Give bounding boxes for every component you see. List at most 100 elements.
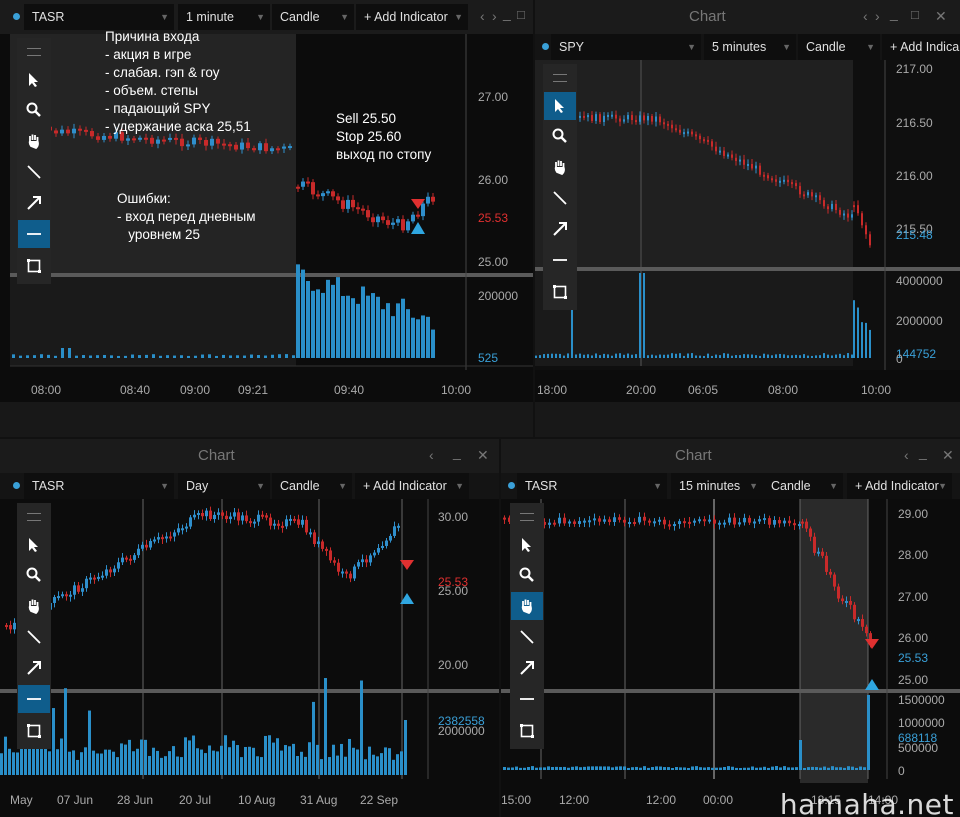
price-chart-canvas[interactable] <box>0 439 499 817</box>
volume-bar <box>336 755 339 775</box>
volume-bar <box>771 355 773 358</box>
candle <box>366 210 370 218</box>
next-icon[interactable]: › <box>875 8 880 24</box>
candle <box>90 131 94 137</box>
link-indicator-icon[interactable] <box>13 482 20 489</box>
zoom-tool[interactable] <box>511 561 543 589</box>
hand-tool[interactable] <box>18 592 50 620</box>
candle <box>246 142 250 149</box>
candle <box>733 517 736 525</box>
candle <box>361 559 364 563</box>
close-icon[interactable]: ✕ <box>942 447 954 463</box>
horizontal-line-tool[interactable] <box>18 220 50 248</box>
zoom-tool[interactable] <box>18 96 50 124</box>
volume-bar <box>811 766 814 770</box>
volume-bar <box>204 753 207 775</box>
add-indicator-button[interactable]: + Add Indicator ▼ <box>847 473 952 499</box>
close-icon[interactable]: ✕ <box>935 8 947 24</box>
chart-type-selector[interactable]: Candle ▼ <box>272 473 352 499</box>
candle <box>53 597 56 603</box>
hand-tool[interactable] <box>18 127 50 155</box>
minimize-icon[interactable]: _ <box>919 444 927 460</box>
rectangle-tool[interactable] <box>511 717 543 745</box>
add-indicator-button[interactable]: + Add Indicator ▼ <box>355 473 469 499</box>
candle <box>853 604 856 620</box>
pointer-tool[interactable] <box>511 531 543 559</box>
interval-selector[interactable]: 1 minute ▼ <box>178 4 270 30</box>
add-indicator-button[interactable]: + Add Indica <box>882 34 960 60</box>
interval-selector[interactable]: Day ▼ <box>178 473 270 499</box>
prev-icon[interactable]: ‹ <box>429 447 434 463</box>
interval-selector[interactable]: 5 minutes ▼ <box>704 34 796 60</box>
close-icon[interactable]: ✕ <box>477 447 489 463</box>
horizontal-line-tool[interactable] <box>511 685 543 713</box>
toolbar-grip[interactable] <box>544 64 576 92</box>
volume-bar <box>326 279 330 358</box>
candle <box>377 548 380 553</box>
volume-bar <box>591 355 593 358</box>
horizontal-line-tool[interactable] <box>18 685 50 713</box>
volume-bar <box>691 353 693 358</box>
candle <box>157 537 160 540</box>
link-indicator-icon[interactable] <box>13 13 20 20</box>
chart-type-selector[interactable]: Candle ▼ <box>272 4 354 30</box>
volume-bar <box>0 753 3 775</box>
horizontal-line-tool[interactable] <box>544 246 576 274</box>
pointer-tool[interactable] <box>18 531 50 559</box>
candle <box>578 521 581 524</box>
volume-bar <box>675 766 678 770</box>
toolbar-grip[interactable] <box>18 503 50 531</box>
price-chart-canvas[interactable] <box>0 0 533 437</box>
candle <box>225 515 228 520</box>
volume-bar <box>857 307 859 358</box>
rectangle-tool[interactable] <box>18 252 50 280</box>
candle <box>845 600 848 603</box>
maximize-icon[interactable]: □ <box>911 7 919 22</box>
chart-type-selector[interactable]: Candle ▼ <box>798 34 880 60</box>
maximize-icon[interactable]: □ <box>517 7 525 22</box>
volume-bar <box>739 767 742 770</box>
zoom-tool[interactable] <box>18 561 50 589</box>
minimize-icon[interactable]: _ <box>503 5 511 21</box>
interval-selector[interactable]: 15 minutes ▼ <box>671 473 763 499</box>
symbol-selector[interactable]: TASR ▼ <box>24 473 174 499</box>
link-indicator-icon[interactable] <box>508 482 515 489</box>
minimize-icon[interactable]: _ <box>453 444 461 460</box>
trend-line-tool[interactable] <box>511 623 543 651</box>
pointer-tool[interactable] <box>544 92 576 120</box>
chart-type-selector[interactable]: Candle ▼ <box>763 473 843 499</box>
symbol-selector[interactable]: TASR ▼ <box>517 473 667 499</box>
zoom-tool[interactable] <box>544 122 576 150</box>
symbol-selector[interactable]: SPY ▼ <box>551 34 701 60</box>
symbol-selector[interactable]: TASR ▼ <box>24 4 174 30</box>
rectangle-tool[interactable] <box>18 717 50 745</box>
link-indicator-icon[interactable] <box>542 43 549 50</box>
arrow-tool[interactable] <box>18 189 50 217</box>
rectangle-tool[interactable] <box>544 278 576 306</box>
volume-bar <box>763 766 766 770</box>
prev-icon[interactable]: ‹ <box>863 8 868 24</box>
volume-bar <box>679 767 682 770</box>
prev-icon[interactable]: ‹ <box>480 8 485 24</box>
trend-line-tool[interactable] <box>18 623 50 651</box>
prev-icon[interactable]: ‹ <box>904 447 909 463</box>
price-chart-canvas[interactable] <box>501 439 960 817</box>
minimize-icon[interactable]: _ <box>890 5 898 21</box>
trend-line-tool[interactable] <box>18 158 50 186</box>
next-icon[interactable]: › <box>492 8 497 24</box>
arrow-tool[interactable] <box>18 654 50 682</box>
toolbar-grip[interactable] <box>511 503 543 531</box>
pointer-tool[interactable] <box>18 66 50 94</box>
arrow-tool[interactable] <box>511 654 543 682</box>
candle <box>798 524 801 527</box>
toolbar-grip[interactable] <box>18 38 50 66</box>
arrow-tool[interactable] <box>544 215 576 243</box>
candle <box>84 129 88 132</box>
price-chart-canvas[interactable] <box>535 0 960 437</box>
trend-line-tool[interactable] <box>544 184 576 212</box>
add-indicator-button[interactable]: + Add Indicator ▼ <box>356 4 468 30</box>
hand-tool[interactable] <box>544 153 576 181</box>
panel-title: Chart <box>675 447 712 464</box>
hand-tool[interactable] <box>511 592 543 620</box>
volume-bar <box>187 355 190 358</box>
